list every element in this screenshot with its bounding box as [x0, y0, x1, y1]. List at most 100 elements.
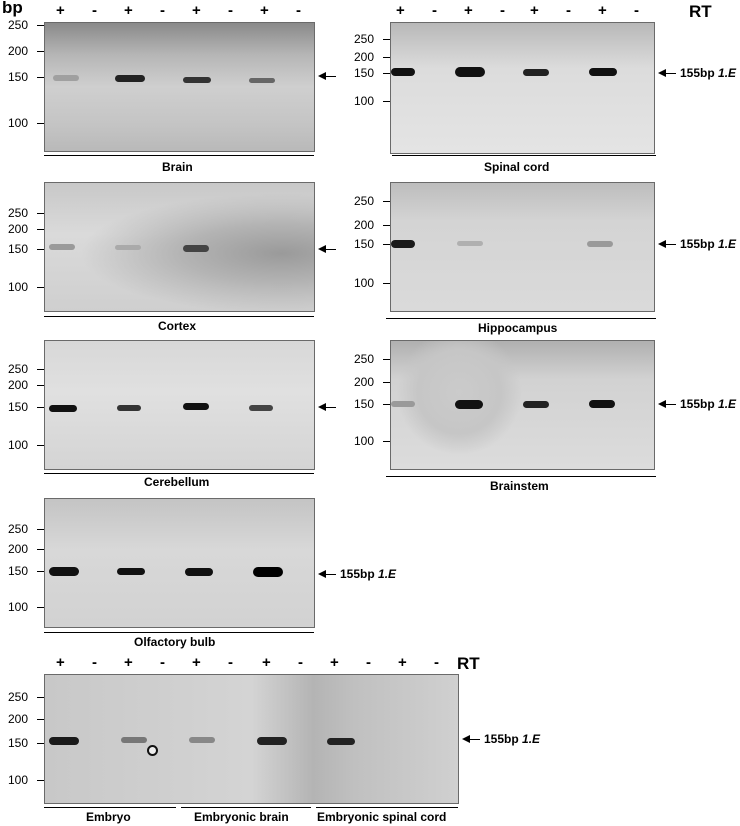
panel-label: Cortex — [158, 319, 197, 333]
gel-band — [49, 567, 79, 576]
rt-sign: - — [634, 2, 639, 19]
arrow — [662, 244, 676, 245]
gel-image — [390, 182, 655, 312]
arrow-icon — [318, 570, 326, 578]
rt-sign: + — [260, 2, 269, 19]
gel-artifact — [147, 745, 158, 756]
gel-band — [183, 245, 209, 252]
gel-band — [121, 737, 147, 743]
marker-250: 250 — [354, 352, 375, 366]
marker-200: 200 — [354, 218, 375, 232]
rt-header: RT — [689, 2, 712, 21]
arrow-icon — [658, 69, 666, 77]
arrow — [662, 73, 676, 74]
gel-image — [390, 340, 655, 470]
marker-200: 200 — [8, 222, 29, 236]
gel-band — [257, 737, 287, 745]
gel-band — [523, 69, 549, 76]
gel-band — [185, 568, 213, 576]
arrow-icon — [318, 72, 326, 80]
gel-band — [189, 737, 215, 743]
marker-250: 250 — [354, 32, 375, 46]
marker-200: 200 — [8, 542, 29, 556]
panel-label: Cerebellum — [144, 475, 210, 489]
rt-sign: + — [56, 654, 65, 671]
arrow — [662, 404, 676, 405]
rt-sign: + — [396, 2, 405, 19]
arrow-icon — [658, 400, 666, 408]
band-size-label: 155bp 1.E — [680, 237, 737, 251]
gel-image — [44, 498, 315, 628]
arrow-icon — [318, 403, 326, 411]
marker-100: 100 — [354, 434, 375, 448]
arrow — [322, 249, 336, 250]
gel-band — [587, 241, 613, 247]
marker-250: 250 — [354, 194, 375, 208]
panel-label: Brainstem — [490, 479, 549, 493]
gel-band — [183, 403, 209, 410]
marker-150: 150 — [8, 400, 29, 414]
marker-150: 150 — [354, 237, 375, 251]
band-size-label: 155bp 1.E — [680, 397, 737, 411]
marker-250: 250 — [8, 362, 29, 376]
gel-band — [115, 245, 141, 250]
marker-150: 150 — [8, 736, 29, 750]
marker-150: 150 — [354, 66, 375, 80]
panel-label: Brain — [162, 160, 193, 174]
rt-sign: + — [262, 654, 271, 671]
rt-sign: + — [530, 2, 539, 19]
gel-image — [44, 182, 315, 312]
marker-200: 200 — [354, 375, 375, 389]
rt-sign: - — [432, 2, 437, 19]
gel-band — [589, 68, 617, 76]
gel-image — [44, 340, 315, 470]
gel-band — [523, 401, 549, 408]
rt-sign: - — [228, 2, 233, 19]
gel-band — [115, 75, 145, 82]
gel-band — [117, 405, 141, 411]
marker-150: 150 — [8, 564, 29, 578]
panel-label: Spinal cord — [484, 160, 550, 174]
rt-sign: - — [160, 2, 165, 19]
marker-250: 250 — [8, 522, 29, 536]
rt-sign: - — [366, 654, 371, 671]
rt-sign: + — [598, 2, 607, 19]
rt-header-bottom: RT — [457, 654, 480, 673]
bp-header: bp — [2, 0, 23, 17]
marker-100: 100 — [8, 116, 29, 130]
gel-band — [183, 77, 211, 83]
band-size-label: 155bp 1.E — [680, 66, 737, 80]
gel-band — [249, 405, 273, 411]
marker-200: 200 — [8, 378, 29, 392]
rt-sign: + — [398, 654, 407, 671]
panel-label: Embryonic brain — [194, 810, 289, 824]
gel-band — [589, 400, 615, 408]
marker-250: 250 — [8, 206, 29, 220]
gel-band — [391, 68, 415, 76]
panel-label: Embryo — [86, 810, 131, 824]
marker-100: 100 — [354, 94, 375, 108]
marker-150: 150 — [8, 242, 29, 256]
marker-100: 100 — [8, 773, 29, 787]
band-size-label: 155bp 1.E — [340, 567, 397, 581]
gel-band — [49, 737, 79, 745]
gel-band — [455, 400, 483, 409]
arrow — [322, 76, 336, 77]
gel-band — [49, 244, 75, 250]
rt-sign: - — [566, 2, 571, 19]
marker-100: 100 — [8, 600, 29, 614]
marker-150: 150 — [8, 70, 29, 84]
arrow-icon — [318, 245, 326, 253]
rt-sign: + — [192, 654, 201, 671]
marker-250: 250 — [8, 690, 29, 704]
gel-band — [455, 67, 485, 77]
arrow — [322, 574, 336, 575]
rt-sign: + — [56, 2, 65, 19]
gel-image — [44, 674, 459, 804]
rt-sign: + — [330, 654, 339, 671]
rt-sign: - — [160, 654, 165, 671]
rt-sign: - — [92, 654, 97, 671]
gel-image — [390, 22, 655, 154]
rt-sign: - — [434, 654, 439, 671]
rt-sign: - — [92, 2, 97, 19]
